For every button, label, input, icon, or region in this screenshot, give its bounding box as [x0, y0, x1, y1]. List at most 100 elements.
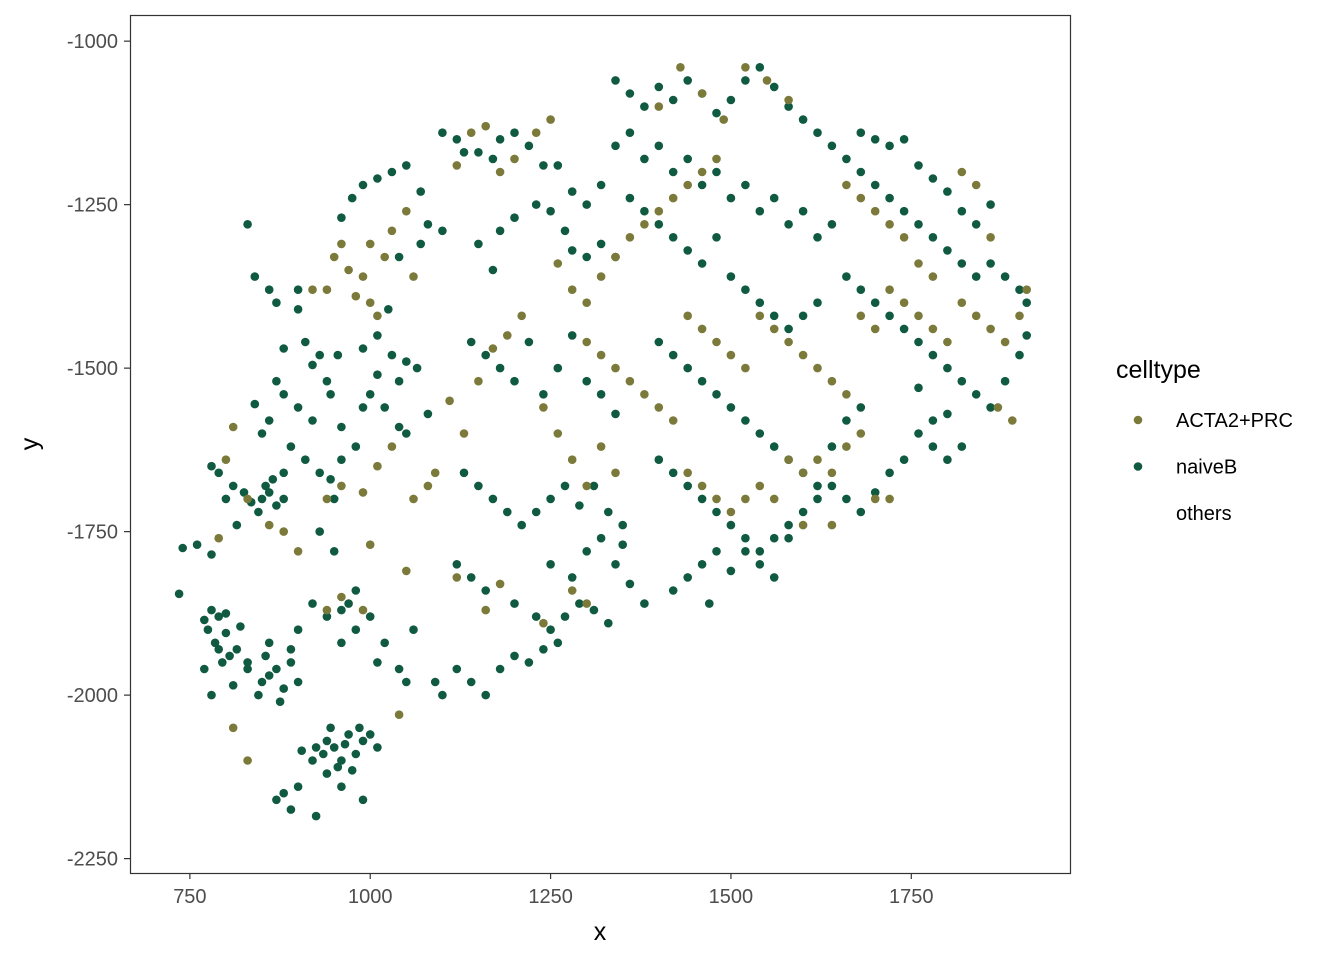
data-point: [232, 645, 242, 654]
data-point: [510, 651, 519, 661]
data-point: [668, 167, 678, 177]
data-point: [474, 481, 483, 491]
data-point: [337, 422, 346, 432]
data-point: [337, 605, 346, 615]
x-tick-label: 1500: [709, 886, 754, 908]
data-point: [914, 429, 923, 438]
data-point: [503, 507, 512, 517]
data-point: [567, 187, 577, 196]
data-point: [856, 167, 866, 177]
data-point: [322, 285, 332, 295]
data-point: [582, 298, 591, 308]
data-point: [914, 161, 923, 170]
data-point: [358, 272, 368, 281]
data-point: [358, 795, 368, 805]
data-point: [423, 409, 433, 419]
data-point: [553, 363, 563, 373]
data-point: [596, 390, 606, 399]
data-point: [257, 494, 267, 504]
y-axis: -1000 -1250 -1500 -1750 -2000 -2250: [67, 31, 130, 871]
legend-label: naiveB: [1176, 457, 1237, 479]
data-point: [842, 154, 851, 164]
data-point: [402, 357, 411, 366]
data-point: [488, 494, 498, 504]
data-point: [575, 501, 584, 510]
data-point: [827, 141, 837, 151]
data-point: [712, 167, 721, 177]
data-point: [279, 494, 289, 504]
data-point: [1015, 350, 1024, 360]
data-point: [712, 507, 721, 517]
data-point: [885, 141, 894, 151]
data-point: [347, 193, 357, 203]
data-point: [589, 481, 599, 491]
data-point: [596, 272, 606, 281]
data-point: [784, 95, 793, 105]
data-point: [741, 416, 750, 425]
data-point: [596, 239, 606, 249]
data-point: [200, 664, 209, 674]
data-point: [373, 461, 382, 471]
data-point: [337, 782, 346, 791]
data-point: [769, 533, 779, 543]
data-point: [784, 324, 793, 334]
data-point: [741, 547, 750, 556]
data-point: [567, 455, 577, 465]
data-point: [986, 403, 995, 412]
data-point: [326, 723, 335, 733]
data-point: [517, 311, 526, 321]
data-point: [957, 376, 967, 386]
data-point: [539, 645, 548, 654]
data-point: [827, 481, 837, 491]
data-point: [640, 599, 649, 608]
data-point: [250, 272, 260, 281]
data-point: [567, 331, 577, 340]
data-point: [301, 337, 310, 347]
data-point: [214, 612, 223, 621]
data-point: [582, 376, 591, 386]
data-point: [654, 141, 664, 151]
data-point: [611, 560, 620, 569]
data-point: [495, 579, 505, 589]
data-point: [546, 206, 555, 216]
data-point: [943, 187, 952, 196]
data-point: [914, 259, 923, 268]
data-point: [293, 677, 303, 687]
data-point: [870, 298, 880, 308]
data-point: [957, 167, 967, 177]
data-point: [596, 350, 606, 360]
data-point: [495, 363, 505, 373]
data-point: [474, 148, 483, 157]
data-point: [676, 63, 685, 72]
data-point: [762, 76, 772, 85]
data-point: [712, 337, 721, 347]
data-point: [279, 684, 289, 693]
data-point: [567, 246, 577, 255]
data-point: [344, 599, 353, 608]
data-point: [466, 677, 476, 687]
data-point: [326, 475, 335, 484]
data-point: [899, 298, 909, 308]
data-point: [279, 788, 289, 798]
data-point: [409, 494, 418, 504]
data-point: [232, 520, 242, 530]
data-point: [344, 265, 353, 275]
data-point: [697, 324, 707, 334]
data-point: [582, 252, 591, 262]
data-point: [741, 533, 750, 543]
data-point: [438, 128, 447, 137]
data-point: [640, 390, 649, 399]
data-point: [928, 442, 938, 451]
data-point: [798, 507, 808, 517]
data-point: [272, 298, 281, 308]
x-tick-label: 1750: [889, 886, 934, 908]
data-point: [539, 618, 548, 628]
data-point: [308, 756, 317, 765]
data-point: [885, 220, 894, 229]
data-point: [243, 658, 252, 667]
data-point: [402, 206, 411, 216]
data-point: [488, 154, 498, 164]
data-point: [784, 520, 793, 530]
data-point: [625, 376, 635, 386]
data-point: [697, 494, 707, 504]
